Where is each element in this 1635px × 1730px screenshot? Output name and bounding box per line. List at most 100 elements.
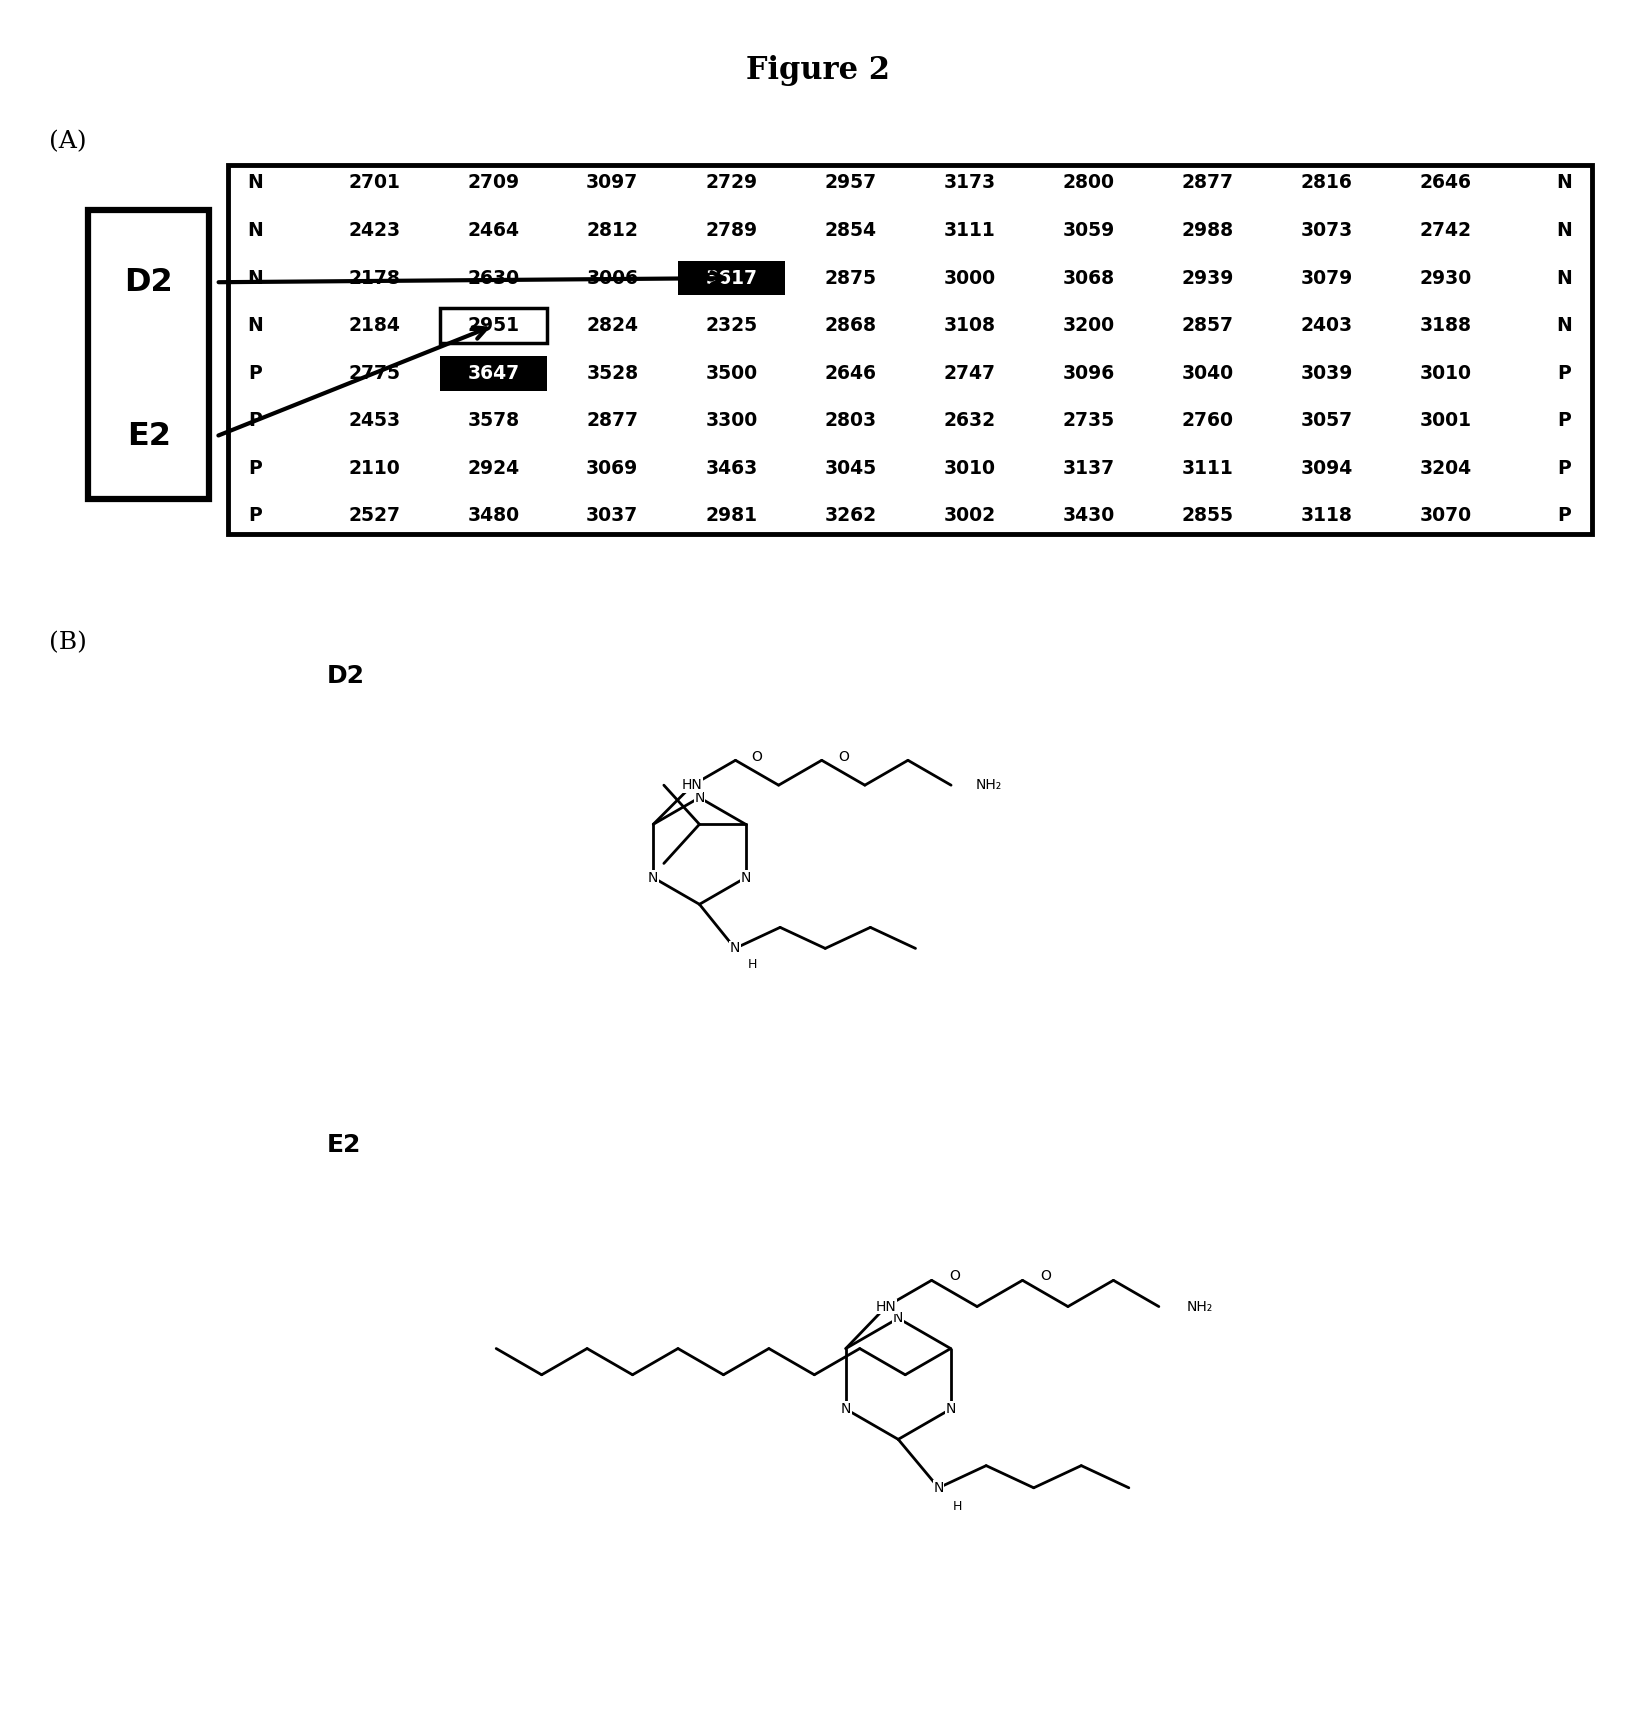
Text: 2701: 2701: [348, 173, 401, 192]
Text: 3073: 3073: [1300, 221, 1352, 240]
Text: N: N: [247, 221, 263, 240]
Text: (A): (A): [49, 130, 87, 152]
Text: H: H: [953, 1500, 963, 1514]
Text: O: O: [837, 751, 849, 765]
Text: 2747: 2747: [943, 363, 996, 382]
Text: N: N: [247, 173, 263, 192]
Text: 3480: 3480: [468, 507, 520, 526]
Text: 2803: 2803: [824, 412, 876, 431]
Text: P: P: [249, 412, 262, 431]
Text: 3059: 3059: [1063, 221, 1115, 240]
Text: 2816: 2816: [1300, 173, 1352, 192]
Text: 3300: 3300: [705, 412, 757, 431]
Text: D2: D2: [327, 664, 365, 689]
Text: 3097: 3097: [587, 173, 638, 192]
Text: 3045: 3045: [824, 458, 876, 477]
Text: N: N: [247, 268, 263, 287]
Text: 3647: 3647: [468, 363, 520, 382]
Bar: [679, 261, 785, 296]
Text: 3000: 3000: [943, 268, 996, 287]
Text: P: P: [249, 458, 262, 477]
Text: 2988: 2988: [1182, 221, 1233, 240]
Text: P: P: [1558, 412, 1571, 431]
Text: 2877: 2877: [587, 412, 638, 431]
Text: 3070: 3070: [1419, 507, 1472, 526]
Text: 3079: 3079: [1300, 268, 1352, 287]
Text: N: N: [840, 1401, 850, 1417]
Text: 2855: 2855: [1182, 507, 1233, 526]
Text: 3001: 3001: [1419, 412, 1472, 431]
Text: 3188: 3188: [1419, 317, 1472, 336]
Text: 2646: 2646: [1419, 173, 1472, 192]
Text: 3057: 3057: [1300, 412, 1352, 431]
Text: P: P: [249, 363, 262, 382]
Text: P: P: [1558, 507, 1571, 526]
Text: 3430: 3430: [1063, 507, 1115, 526]
Text: 2709: 2709: [468, 173, 520, 192]
Text: O: O: [1040, 1268, 1051, 1282]
Text: N: N: [945, 1401, 956, 1417]
Text: 2875: 2875: [824, 268, 876, 287]
Text: 3578: 3578: [468, 412, 520, 431]
Text: HN: HN: [682, 778, 703, 792]
Text: 3617: 3617: [705, 268, 757, 287]
Text: P: P: [249, 507, 262, 526]
Text: D2: D2: [124, 266, 173, 298]
Text: 3037: 3037: [587, 507, 638, 526]
Text: 3500: 3500: [705, 363, 757, 382]
Text: 2630: 2630: [468, 268, 520, 287]
Text: 3094: 3094: [1300, 458, 1352, 477]
Text: 2464: 2464: [468, 221, 520, 240]
Text: N: N: [1557, 268, 1573, 287]
Text: HN: HN: [876, 1299, 896, 1313]
Text: N: N: [695, 791, 705, 804]
Text: N: N: [647, 870, 659, 884]
Text: E2: E2: [128, 420, 170, 452]
Text: 2854: 2854: [824, 221, 876, 240]
Text: 2178: 2178: [348, 268, 401, 287]
Text: (B): (B): [49, 631, 87, 654]
Text: 3006: 3006: [587, 268, 638, 287]
Text: N: N: [1557, 173, 1573, 192]
Text: 3173: 3173: [943, 173, 996, 192]
Text: 2800: 2800: [1063, 173, 1115, 192]
Text: 3096: 3096: [1063, 363, 1115, 382]
Text: 3118: 3118: [1300, 507, 1352, 526]
Text: N: N: [729, 941, 741, 955]
Text: 3002: 3002: [943, 507, 996, 526]
Text: N: N: [247, 317, 263, 336]
Text: 2646: 2646: [824, 363, 876, 382]
Text: 2981: 2981: [705, 507, 757, 526]
Text: O: O: [948, 1268, 960, 1282]
Text: 2742: 2742: [1419, 221, 1472, 240]
Text: N: N: [1557, 317, 1573, 336]
Text: 3010: 3010: [1419, 363, 1472, 382]
Text: 3069: 3069: [587, 458, 638, 477]
Text: N: N: [1557, 221, 1573, 240]
Text: 2729: 2729: [705, 173, 757, 192]
Text: 2877: 2877: [1182, 173, 1233, 192]
Text: 3262: 3262: [824, 507, 876, 526]
Text: 2423: 2423: [348, 221, 401, 240]
Text: 2403: 2403: [1300, 317, 1352, 336]
Text: 2110: 2110: [348, 458, 401, 477]
Text: N: N: [893, 1311, 904, 1325]
Text: 2924: 2924: [468, 458, 520, 477]
Text: 2632: 2632: [943, 412, 996, 431]
Text: P: P: [1558, 363, 1571, 382]
Text: Figure 2: Figure 2: [746, 55, 889, 86]
Bar: [440, 356, 546, 391]
Text: 3039: 3039: [1300, 363, 1352, 382]
Text: 3108: 3108: [943, 317, 996, 336]
Text: 3137: 3137: [1063, 458, 1115, 477]
Text: 3111: 3111: [943, 221, 996, 240]
Text: N: N: [934, 1481, 943, 1495]
Text: 2824: 2824: [587, 317, 638, 336]
Text: 2812: 2812: [587, 221, 638, 240]
Text: 3204: 3204: [1419, 458, 1472, 477]
Text: 2325: 2325: [705, 317, 757, 336]
Text: 2957: 2957: [824, 173, 876, 192]
Text: 3068: 3068: [1063, 268, 1115, 287]
Text: 2735: 2735: [1063, 412, 1115, 431]
Text: 2939: 2939: [1180, 268, 1234, 287]
